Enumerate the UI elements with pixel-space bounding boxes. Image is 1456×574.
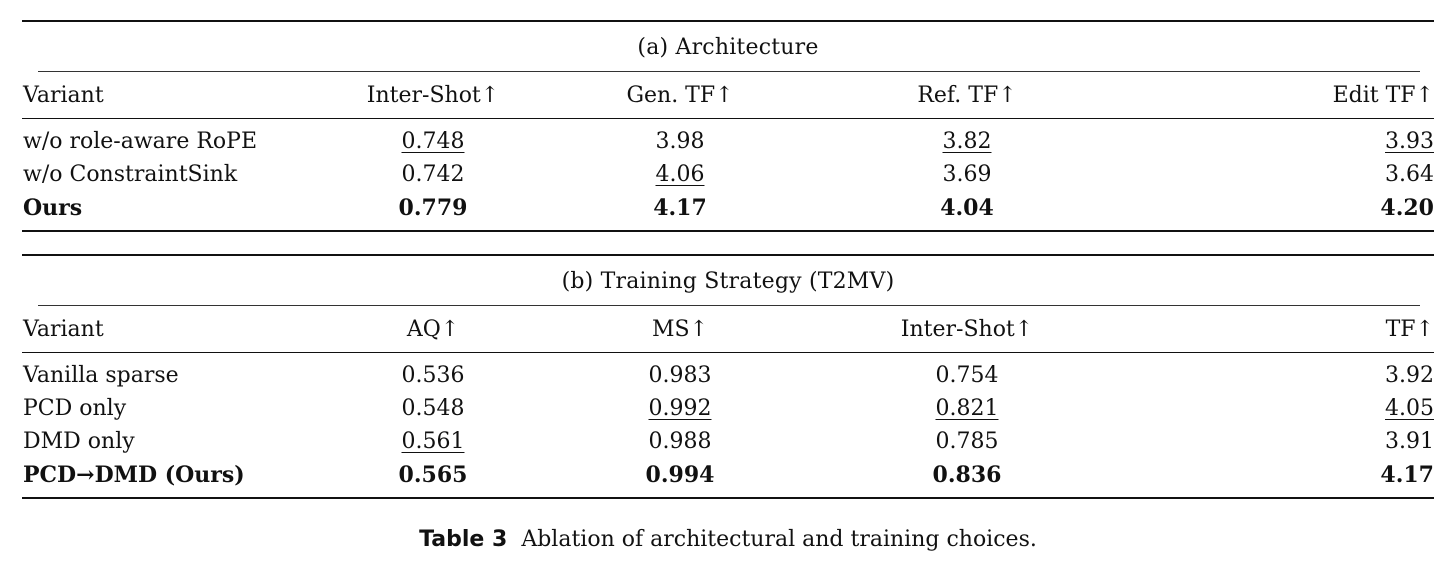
title-rule bbox=[38, 305, 1420, 306]
title-rule bbox=[38, 71, 1420, 72]
value-text: 3.98 bbox=[655, 129, 705, 154]
variant-cell: w/o role-aware RoPE bbox=[23, 129, 257, 154]
value-text: 0.836 bbox=[932, 461, 1002, 488]
training-rows: Vanilla sparse 0.536 0.983 0.754 3.92 PCD onl… bbox=[22, 359, 1434, 491]
value-text: 0.748 bbox=[401, 129, 465, 154]
value-cell: 3.93 bbox=[1118, 129, 1434, 154]
value-cell: 4.04 bbox=[816, 195, 1118, 221]
value-text: 3.93 bbox=[1385, 129, 1434, 154]
table-row: PCD→DMD (Ours) 0.565 0.994 0.836 4.17 bbox=[22, 458, 1434, 491]
value-cell: 3.69 bbox=[816, 162, 1118, 187]
value-text: 0.821 bbox=[935, 396, 999, 421]
value-cell: 0.785 bbox=[816, 429, 1118, 454]
value-text: 0.994 bbox=[645, 461, 715, 488]
column-header: Variant bbox=[23, 82, 104, 108]
top-rule bbox=[22, 20, 1434, 22]
value-cell: 0.561 bbox=[322, 429, 544, 454]
value-cell: 0.821 bbox=[816, 396, 1118, 421]
column-header: Gen. TF↑ bbox=[626, 82, 734, 108]
value-cell: 0.983 bbox=[544, 363, 816, 388]
value-text: 3.82 bbox=[942, 129, 992, 154]
value-cell: 3.64 bbox=[1118, 162, 1434, 187]
caption-text: Ablation of architectural and training c… bbox=[521, 527, 1037, 552]
value-text: 4.17 bbox=[1380, 461, 1434, 488]
value-cell: 4.05 bbox=[1118, 396, 1434, 421]
value-cell: 0.836 bbox=[816, 462, 1118, 488]
variant-cell: PCD only bbox=[23, 396, 127, 421]
architecture-table-title: (a) Architecture bbox=[637, 35, 819, 60]
bottom-rule bbox=[22, 230, 1434, 232]
value-text: 4.20 bbox=[1380, 194, 1434, 221]
column-header: MS↑ bbox=[651, 316, 709, 342]
value-cell: 0.988 bbox=[544, 429, 816, 454]
table-row: w/o ConstraintSink 0.742 4.06 3.69 3.64 bbox=[22, 158, 1434, 191]
value-text: 0.983 bbox=[648, 363, 712, 388]
value-cell: 0.742 bbox=[322, 162, 544, 187]
value-text: 3.92 bbox=[1385, 363, 1434, 388]
table-row: DMD only 0.561 0.988 0.785 3.91 bbox=[22, 425, 1434, 458]
value-cell: 3.82 bbox=[816, 129, 1118, 154]
training-header-row: Variant AQ↑ MS↑ Inter-Shot↑ TF↑ bbox=[22, 306, 1434, 352]
table-row: w/o role-aware RoPE 0.748 3.98 3.82 3.93 bbox=[22, 125, 1434, 158]
value-text: 4.17 bbox=[653, 194, 707, 221]
value-cell: 0.748 bbox=[322, 129, 544, 154]
column-header: Variant bbox=[23, 316, 104, 342]
table-row: Vanilla sparse 0.536 0.983 0.754 3.92 bbox=[22, 359, 1434, 392]
training-strategy-table: (b) Training Strategy (T2MV) Variant AQ↑… bbox=[22, 254, 1434, 499]
bottom-rule bbox=[22, 497, 1434, 499]
value-cell: 3.91 bbox=[1118, 429, 1434, 454]
header-rule bbox=[22, 118, 1434, 119]
column-header: Inter-Shot↑ bbox=[366, 82, 500, 108]
variant-cell: w/o ConstraintSink bbox=[23, 162, 238, 187]
value-text: 0.992 bbox=[648, 396, 712, 421]
variant-cell: DMD only bbox=[23, 429, 135, 454]
architecture-table: (a) Architecture Variant Inter-Shot↑ Gen… bbox=[22, 20, 1434, 232]
value-text: 0.988 bbox=[648, 429, 712, 454]
architecture-rows: w/o role-aware RoPE 0.748 3.98 3.82 3.93 w/o … bbox=[22, 125, 1434, 224]
value-cell: 4.17 bbox=[544, 195, 816, 221]
caption-label: Table 3 bbox=[419, 527, 508, 552]
column-header: TF↑ bbox=[1385, 316, 1434, 342]
value-cell: 4.20 bbox=[1118, 195, 1434, 221]
value-text: 0.565 bbox=[398, 461, 468, 488]
value-text: 0.742 bbox=[401, 162, 465, 187]
value-text: 0.754 bbox=[935, 363, 999, 388]
training-table-title: (b) Training Strategy (T2MV) bbox=[561, 269, 895, 294]
table-row: PCD only 0.548 0.992 0.821 4.05 bbox=[22, 392, 1434, 425]
value-cell: 3.98 bbox=[544, 129, 816, 154]
variant-cell: Vanilla sparse bbox=[23, 363, 179, 388]
value-text: 4.04 bbox=[940, 194, 994, 221]
variant-cell: Ours bbox=[23, 194, 83, 221]
column-header: Edit TF↑ bbox=[1332, 82, 1434, 108]
value-cell: 0.779 bbox=[322, 195, 544, 221]
value-cell: 0.565 bbox=[322, 462, 544, 488]
table-caption: Table 3 Ablation of architectural and tra… bbox=[0, 527, 1456, 552]
value-cell: 0.754 bbox=[816, 363, 1118, 388]
variant-cell: PCD→DMD (Ours) bbox=[23, 461, 245, 488]
value-text: 0.785 bbox=[935, 429, 999, 454]
value-cell: 4.06 bbox=[544, 162, 816, 187]
value-text: 4.05 bbox=[1385, 396, 1434, 421]
table-row: Ours 0.779 4.17 4.04 4.20 bbox=[22, 191, 1434, 224]
value-text: 3.64 bbox=[1385, 162, 1434, 187]
value-cell: 4.17 bbox=[1118, 462, 1434, 488]
value-text: 0.561 bbox=[401, 429, 465, 454]
column-header: Inter-Shot↑ bbox=[900, 316, 1034, 342]
value-cell: 3.92 bbox=[1118, 363, 1434, 388]
architecture-header-row: Variant Inter-Shot↑ Gen. TF↑ Ref. TF↑ Ed… bbox=[22, 72, 1434, 118]
value-text: 0.548 bbox=[401, 396, 465, 421]
value-text: 3.69 bbox=[942, 162, 992, 187]
value-text: 0.779 bbox=[398, 194, 468, 221]
header-rule bbox=[22, 352, 1434, 353]
column-header: Ref. TF↑ bbox=[917, 82, 1017, 108]
top-rule bbox=[22, 254, 1434, 256]
value-cell: 0.994 bbox=[544, 462, 816, 488]
column-header: AQ↑ bbox=[406, 316, 460, 342]
value-text: 0.536 bbox=[401, 363, 465, 388]
value-cell: 0.548 bbox=[322, 396, 544, 421]
value-cell: 0.992 bbox=[544, 396, 816, 421]
value-text: 3.91 bbox=[1385, 429, 1434, 454]
value-text: 4.06 bbox=[655, 162, 705, 187]
value-cell: 0.536 bbox=[322, 363, 544, 388]
